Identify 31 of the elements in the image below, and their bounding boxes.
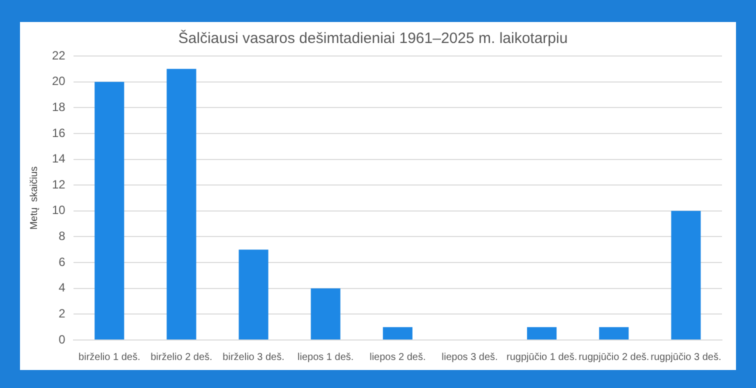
y-tick-label: 18 <box>52 100 66 114</box>
y-axis-title: Metų skaičius <box>28 166 40 230</box>
y-tick-label: 22 <box>52 48 66 62</box>
y-tick-label: 2 <box>58 306 66 320</box>
y-tick-label: 14 <box>52 152 66 166</box>
x-tick-label: rugpjūčio 3 deš. <box>650 352 722 363</box>
x-tick-label: liepos 2 deš. <box>370 352 426 363</box>
bar <box>527 327 557 340</box>
x-tick-label: birželio 3 deš. <box>222 352 284 363</box>
y-tick-label: 8 <box>58 229 66 244</box>
x-tick-label: liepos 3 deš. <box>442 352 498 363</box>
x-tick-label: rugpjūčio 1 deš. <box>506 352 578 363</box>
y-tick-label: 16 <box>52 126 66 140</box>
bar <box>671 210 701 340</box>
x-tick-label: birželio 2 deš. <box>150 352 212 363</box>
bar <box>166 68 196 340</box>
x-tick-label: liepos 1 deš. <box>298 352 354 363</box>
y-tick-label: 6 <box>58 254 66 269</box>
bar <box>382 327 412 340</box>
bar <box>238 250 268 340</box>
x-tick-label: birželio 1 deš. <box>78 352 140 363</box>
chart-title: Šalčiausi vasaros dešimtadieniai 1961–2025 m. laikotarpiu <box>178 29 568 48</box>
x-tick-label: rugpjūčio 2 deš. <box>578 352 650 363</box>
y-tick-label: 4 <box>58 280 66 295</box>
bar <box>310 288 340 340</box>
y-tick-label: 10 <box>52 203 66 218</box>
y-tick-label: 12 <box>52 177 66 192</box>
y-tick-label: 20 <box>52 74 66 88</box>
y-tick-label: 0 <box>58 332 66 346</box>
bar <box>599 327 629 340</box>
bar <box>94 82 124 340</box>
